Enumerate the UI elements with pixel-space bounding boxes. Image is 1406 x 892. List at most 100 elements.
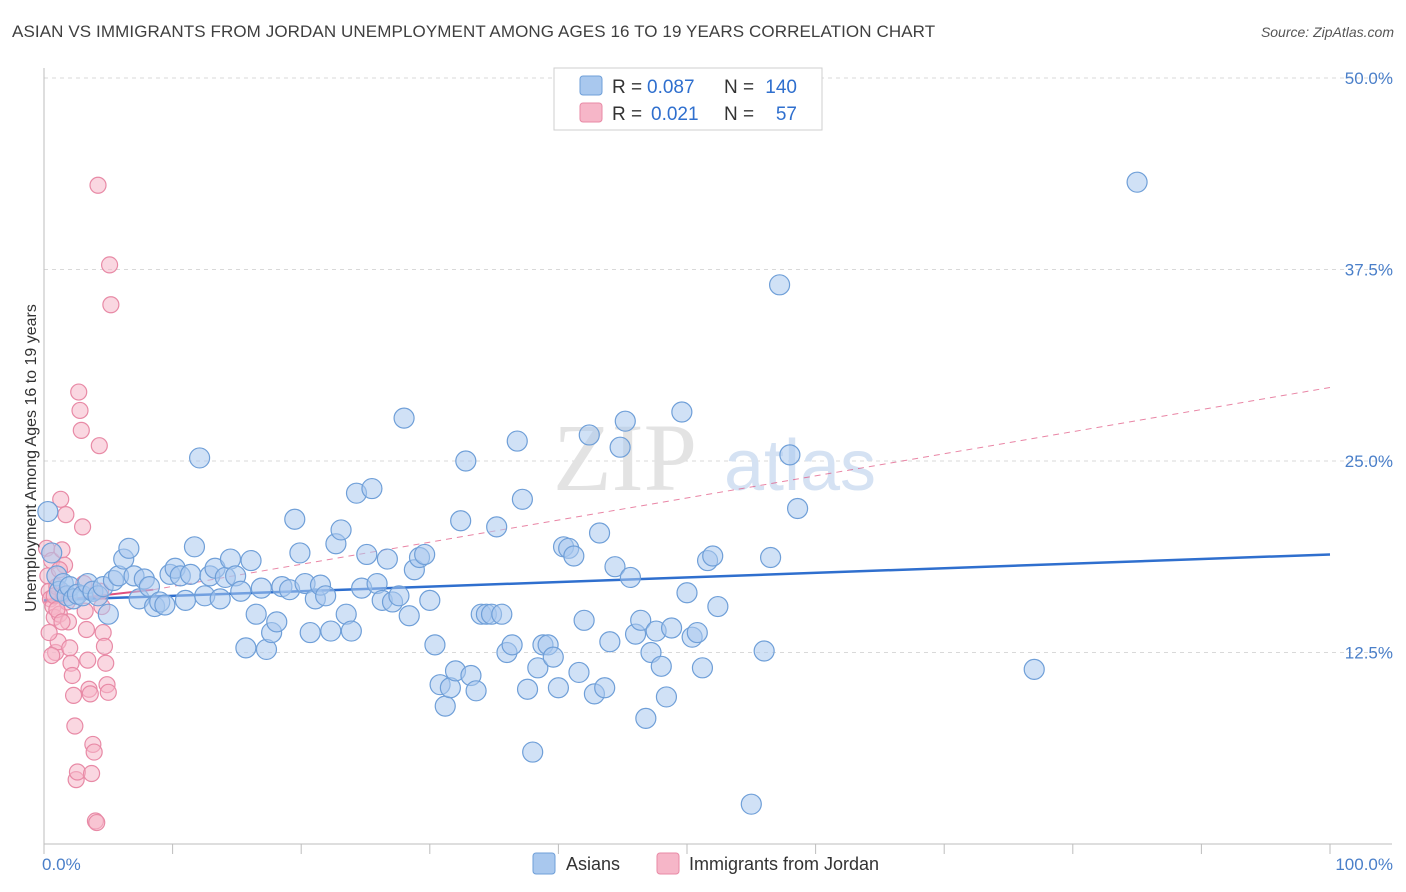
asian-point-105 <box>568 661 590 684</box>
asian-point-137 <box>768 274 791 296</box>
y-tick-label-1: 25.0% <box>1345 452 1393 471</box>
asian-point-132 <box>707 595 729 618</box>
asian-point-128 <box>686 621 708 644</box>
series-jordan-points <box>37 176 120 832</box>
y-tick-label-2: 37.5% <box>1345 261 1393 280</box>
legend-n-value-1: 140 <box>765 77 797 98</box>
asian-point-112 <box>604 556 626 578</box>
asian-point-136 <box>759 546 782 569</box>
jordan-point-46 <box>97 654 115 672</box>
asian-point-92 <box>501 634 523 656</box>
asian-point-122 <box>655 686 678 708</box>
jordan-point-37 <box>85 743 103 761</box>
correlation-legend: R = 0.087 N = 140 R = 0.021 N = 57 <box>553 67 823 131</box>
asian-point-44 <box>250 577 272 599</box>
asian-point-104 <box>563 545 585 567</box>
asian-point-50 <box>284 508 306 530</box>
jordan-point-31 <box>77 620 96 639</box>
jordan-point-52 <box>43 646 61 665</box>
asian-point-95 <box>516 678 539 700</box>
asian-point-83 <box>455 450 477 472</box>
asian-point-42 <box>240 549 262 572</box>
asian-point-139 <box>786 497 809 520</box>
asian-point-93 <box>506 430 528 452</box>
legend-r-value-1: 0.087 <box>647 77 695 98</box>
asian-point-129 <box>691 657 714 679</box>
jordan-point-48 <box>99 683 117 701</box>
legend-n-value-2: 57 <box>776 104 797 125</box>
source-credit: Source: ZipAtlas.com <box>1260 24 1394 40</box>
jordan-point-26 <box>71 401 89 420</box>
asian-point-59 <box>330 519 352 541</box>
asian-point-117 <box>630 609 652 631</box>
legend-r-label-1: R = <box>612 77 642 98</box>
asian-point-64 <box>356 543 378 566</box>
asian-point-109 <box>588 522 611 544</box>
jordan-point-24 <box>68 763 87 781</box>
asian-point-40 <box>230 580 252 602</box>
asian-point-113 <box>609 436 631 458</box>
asian-point-141 <box>1126 171 1148 193</box>
jordan-point-20 <box>63 666 81 685</box>
jordan-point-18 <box>61 639 79 657</box>
axes <box>43 68 1392 854</box>
watermark: ZIP atlas <box>553 404 876 511</box>
asian-point-131 <box>702 545 724 567</box>
asian-point-135 <box>753 640 775 662</box>
series-legend: Asians Immigrants from Jordan <box>532 852 879 875</box>
asian-point-53 <box>299 621 321 644</box>
jordan-point-34 <box>81 685 99 703</box>
asian-point-77 <box>424 634 446 656</box>
legend-n-label-1: N = <box>724 77 754 98</box>
asian-point-110 <box>594 677 616 699</box>
asian-point-107 <box>578 424 600 446</box>
series-asian-points <box>37 70 1148 815</box>
asian-point-70 <box>388 585 410 607</box>
asian-point-1 <box>41 542 63 564</box>
asian-point-30 <box>180 563 202 585</box>
bottom-legend-swatch-jordan <box>656 852 680 875</box>
asian-point-68 <box>376 548 398 570</box>
jordan-point-56 <box>53 613 71 631</box>
asian-point-96 <box>522 741 544 763</box>
jordan-point-49 <box>100 256 119 274</box>
asian-point-0 <box>37 500 59 523</box>
asian-point-31 <box>183 536 206 558</box>
asian-point-106 <box>573 609 595 631</box>
jordan-point-35 <box>82 764 101 783</box>
y-tick-label-3: 50.0% <box>1345 69 1393 88</box>
asian-point-118 <box>635 707 657 729</box>
asian-point-89 <box>486 516 508 538</box>
legend-n-label-2: N = <box>724 104 754 125</box>
asian-point-111 <box>599 631 621 653</box>
watermark-atlas: atlas <box>724 426 876 506</box>
asian-point-82 <box>450 510 472 532</box>
jordan-point-28 <box>73 518 92 536</box>
asian-point-18 <box>118 537 140 559</box>
asian-point-14 <box>97 603 119 625</box>
asian-point-75 <box>414 543 436 566</box>
asian-point-97 <box>527 657 549 679</box>
asian-point-123 <box>660 617 683 639</box>
bottom-legend-swatch-asian <box>532 852 556 875</box>
chart-title: ASIAN VS IMMIGRANTS FROM JORDAN UNEMPLOY… <box>12 22 936 41</box>
asian-point-32 <box>189 447 211 469</box>
jordan-point-45 <box>95 637 114 655</box>
asian-point-115 <box>619 566 642 589</box>
x-tick-label-min: 0.0% <box>42 855 81 874</box>
jordan-point-40 <box>89 176 107 194</box>
asian-point-100 <box>542 646 564 668</box>
asian-point-101 <box>547 677 570 699</box>
jordan-point-41 <box>90 437 108 455</box>
asian-point-72 <box>398 605 420 627</box>
asian-point-29 <box>174 589 197 612</box>
jordan-point-15 <box>57 506 75 524</box>
asian-point-25 <box>154 594 176 616</box>
legend-r-label-2: R = <box>612 104 642 125</box>
x-tick-label-max: 100.0% <box>1335 855 1393 874</box>
jordan-point-51 <box>40 623 58 642</box>
asian-point-47 <box>266 611 288 633</box>
asian-point-114 <box>614 410 636 432</box>
asian-point-57 <box>320 620 342 642</box>
asian-point-22 <box>138 576 161 598</box>
